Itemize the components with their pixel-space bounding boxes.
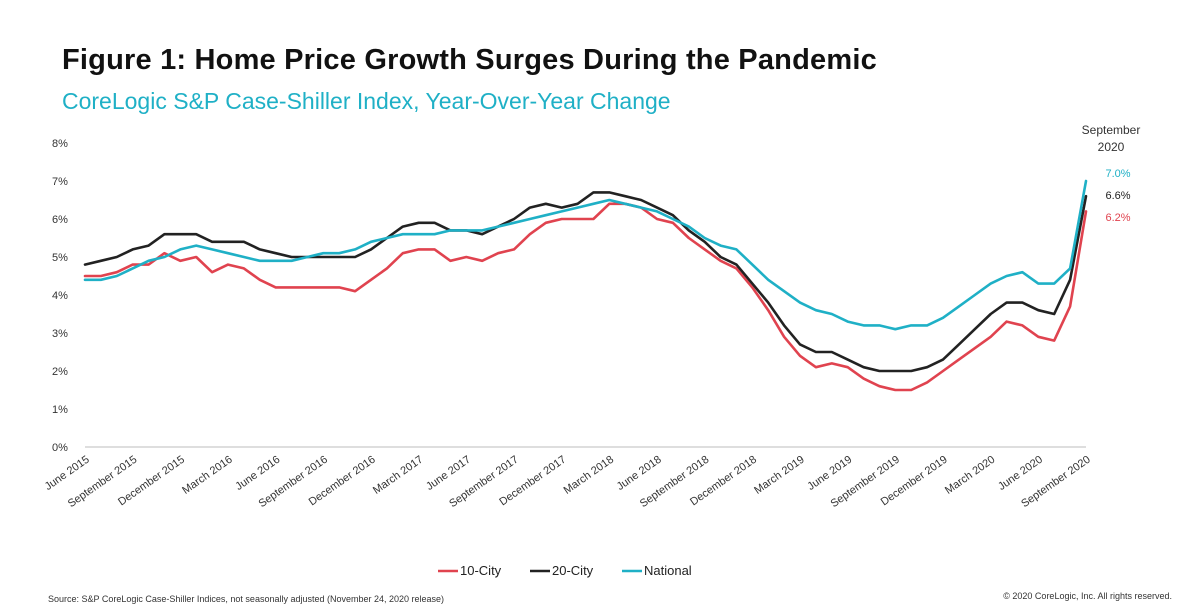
y-tick-label: 4% (52, 290, 68, 302)
annotation-year: 2020 (1098, 140, 1125, 154)
annotation-national-value: 7.0% (1105, 168, 1130, 180)
annotation-month: September (1082, 123, 1141, 137)
x-tick-label: March 2016 (180, 454, 234, 497)
annotation-20city-value: 6.6% (1105, 190, 1130, 202)
copyright-note: © 2020 CoreLogic, Inc. All rights reserv… (1003, 591, 1172, 601)
legend-label-national: National (644, 563, 692, 578)
series-line-20-city (83, 191, 1088, 373)
legend-label-10-city: 10-City (460, 563, 502, 578)
series-line-national (83, 179, 1088, 331)
series-lines (83, 179, 1088, 392)
annotation-10city-value: 6.2% (1105, 212, 1130, 224)
y-tick-label: 2% (52, 366, 68, 378)
y-axis: 0% 1% 2% 3% 4% 5% 6% 7% 8% (52, 138, 68, 454)
y-tick-label: 6% (52, 214, 68, 226)
y-tick-label: 0% (52, 442, 68, 454)
series-line-10-city (83, 202, 1088, 392)
chart-subtitle: CoreLogic S&P Case-Shiller Index, Year-O… (62, 88, 671, 114)
endpoint-annotation: September 2020 7.0% 6.6% 6.2% (1082, 123, 1141, 224)
legend: 10-City 20-City National (438, 563, 692, 578)
y-tick-label: 1% (52, 404, 68, 416)
x-tick-label: March 2020 (943, 454, 997, 497)
chart-title: Figure 1: Home Price Growth Surges Durin… (62, 44, 877, 76)
y-tick-label: 5% (52, 252, 68, 264)
y-tick-label: 3% (52, 328, 68, 340)
x-tick-label: March 2019 (752, 454, 806, 497)
x-tick-label: March 2018 (562, 454, 616, 497)
y-tick-label: 7% (52, 176, 68, 188)
source-note: Source: S&P CoreLogic Case-Shiller Indic… (48, 594, 445, 604)
y-tick-label: 8% (52, 138, 68, 150)
legend-label-20-city: 20-City (552, 563, 594, 578)
x-tick-label: March 2017 (371, 454, 425, 497)
